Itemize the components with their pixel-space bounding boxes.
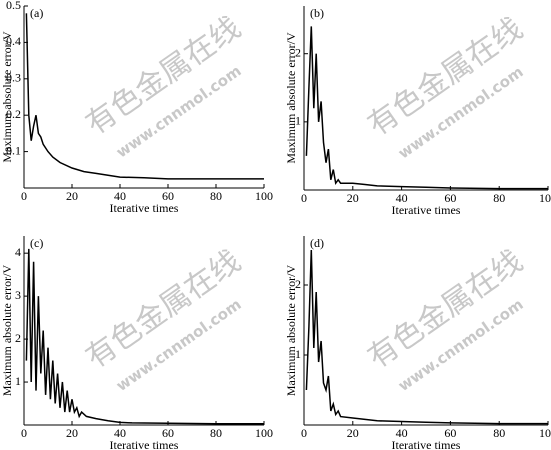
y-tick-label: 3 [15, 288, 21, 302]
x-tick-label: 0 [301, 426, 307, 440]
y-tick-label: 0.2 [6, 107, 21, 121]
y-tick-label: 0.5 [6, 0, 21, 12]
data-line [305, 26, 548, 190]
panel-label: (c) [30, 236, 43, 250]
y-tick-label: 1 [295, 347, 301, 361]
x-tick-label: 0 [301, 191, 307, 205]
y-tick-label: 2 [295, 277, 301, 291]
x-tick-label: 80 [493, 426, 505, 440]
x-axis-label: Iterative times [110, 201, 179, 215]
panel-label: (d) [310, 236, 324, 250]
y-tick-label: 0.4 [6, 34, 21, 48]
x-tick-label: 100 [539, 191, 551, 205]
x-tick-label: 60 [444, 191, 456, 205]
x-tick-label: 60 [162, 426, 174, 440]
x-tick-label: 20 [347, 191, 359, 205]
y-tick-label: 0.1 [6, 143, 21, 157]
x-tick-label: 100 [255, 426, 273, 440]
panel-label: (a) [30, 6, 43, 20]
y-tick-label: 1 [15, 374, 21, 388]
y-axis-label: Maximum absolute error/V [284, 265, 298, 397]
x-tick-label: 60 [162, 189, 174, 203]
y-tick-label: 1 [295, 114, 301, 128]
y-axis-label: Maximum absolute error/V [0, 265, 14, 397]
x-tick-label: 100 [539, 426, 551, 440]
x-tick-label: 40 [396, 426, 408, 440]
x-axis-label: Iterative times [110, 438, 179, 450]
x-tick-label: 20 [66, 189, 78, 203]
y-tick-label: 2 [15, 331, 21, 345]
panel-label: (b) [310, 6, 324, 20]
x-tick-label: 80 [210, 426, 222, 440]
x-tick-label: 0 [21, 189, 27, 203]
x-tick-label: 80 [210, 189, 222, 203]
x-tick-label: 60 [444, 426, 456, 440]
y-tick-label: 0.3 [6, 71, 21, 85]
data-line [25, 248, 264, 425]
x-tick-label: 20 [66, 426, 78, 440]
x-tick-label: 100 [255, 189, 273, 203]
x-tick-label: 80 [493, 191, 505, 205]
y-axis-label: Maximum absolute error/V [284, 32, 298, 164]
x-tick-label: 40 [114, 189, 126, 203]
x-tick-label: 20 [347, 426, 359, 440]
y-axis-label: Maximum absolute error/V [0, 31, 14, 163]
x-tick-label: 40 [114, 426, 126, 440]
x-axis-label: Iterative times [392, 438, 461, 450]
data-line [305, 249, 548, 425]
x-tick-label: 40 [396, 191, 408, 205]
data-line [25, 13, 264, 180]
y-tick-label: 4 [15, 245, 21, 259]
x-axis-label: Iterative times [392, 203, 461, 217]
y-tick-label: 2 [295, 45, 301, 59]
x-tick-label: 0 [21, 426, 27, 440]
